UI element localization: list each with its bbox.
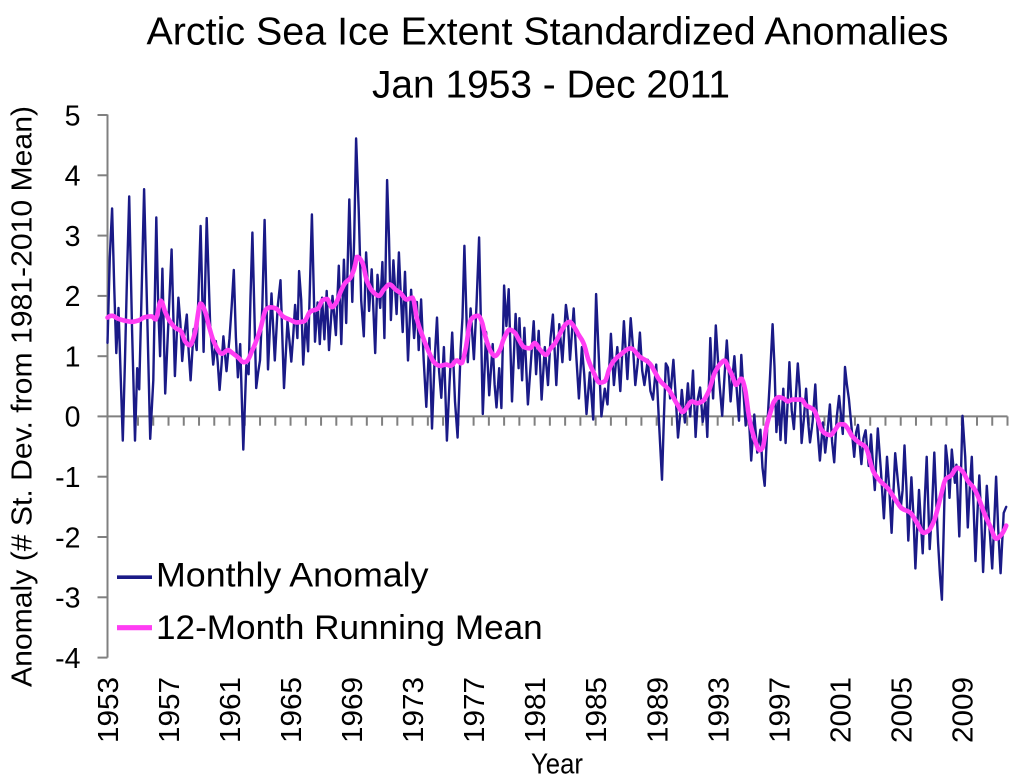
svg-text:2005: 2005: [886, 677, 918, 743]
svg-text:1953: 1953: [93, 677, 125, 743]
svg-text:Anomaly (# St. Dev. from 1981-: Anomaly (# St. Dev. from 1981-2010 Mean): [7, 106, 39, 687]
svg-text:1993: 1993: [703, 677, 735, 743]
svg-text:-4: -4: [55, 643, 80, 675]
svg-text:1989: 1989: [642, 677, 674, 743]
svg-text:1981: 1981: [520, 677, 552, 743]
svg-text:12-Month Running Mean: 12-Month Running Mean: [156, 609, 543, 647]
svg-text:1: 1: [65, 342, 81, 374]
svg-text:1957: 1957: [154, 677, 186, 743]
svg-text:0: 0: [65, 402, 81, 434]
svg-text:2001: 2001: [825, 677, 857, 743]
svg-text:1961: 1961: [215, 677, 247, 743]
svg-text:3: 3: [65, 221, 81, 253]
svg-text:1985: 1985: [581, 677, 613, 743]
svg-text:1965: 1965: [276, 677, 308, 743]
svg-text:1997: 1997: [764, 677, 796, 743]
svg-text:Year: Year: [531, 749, 583, 780]
svg-text:4: 4: [65, 161, 81, 193]
svg-text:5: 5: [65, 100, 81, 132]
svg-text:-3: -3: [55, 583, 80, 615]
svg-text:1973: 1973: [398, 677, 430, 743]
svg-text:1977: 1977: [459, 677, 491, 743]
svg-text:1969: 1969: [337, 677, 369, 743]
svg-text:-2: -2: [55, 522, 80, 554]
svg-text:Monthly Anomaly: Monthly Anomaly: [156, 557, 429, 595]
svg-text:2: 2: [65, 281, 81, 313]
svg-text:-1: -1: [55, 462, 80, 494]
svg-text:2009: 2009: [947, 677, 979, 743]
svg-text:Jan 1953 - Dec 2011: Jan 1953 - Dec 2011: [372, 64, 730, 107]
svg-text:Arctic Sea Ice Extent Standard: Arctic Sea Ice Extent Standardized Anoma…: [147, 10, 949, 53]
